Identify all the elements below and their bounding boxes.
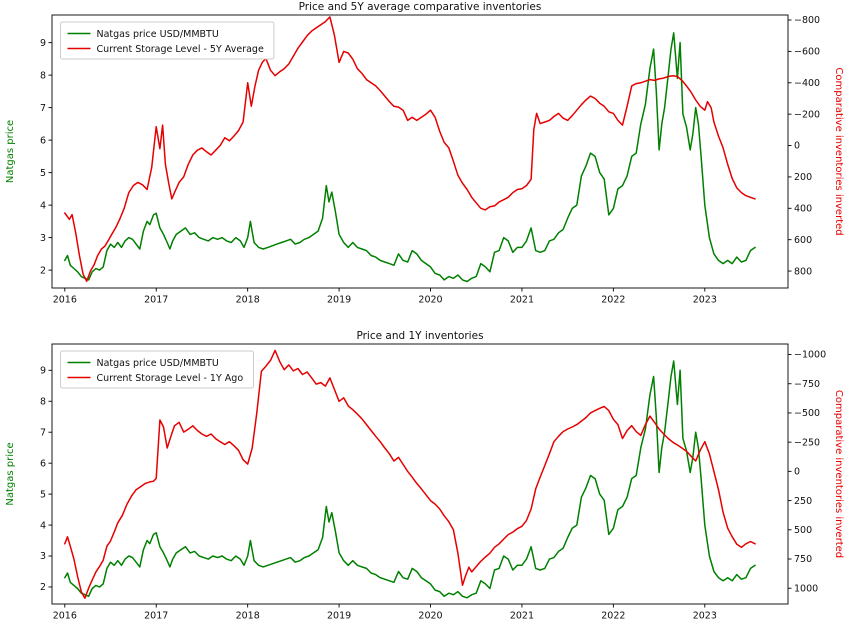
right-y-tick-label: 400 (794, 203, 812, 214)
x-tick-label: 2023 (693, 295, 717, 306)
right-y-tick-label: 200 (794, 172, 812, 183)
x-tick-label: 2023 (693, 611, 717, 622)
bottom-chart-price-vs-1y-inventories: Price and 1Y inventories 2016 2017 2018 2019… (0, 316, 845, 643)
right-axis-label: Comparative inventories inverted (833, 390, 844, 558)
x-tick-label: 2017 (144, 295, 168, 306)
right-y-tick-label: 0 (794, 467, 800, 478)
x-tick-label: 2016 (53, 295, 77, 306)
right-y-tick-label: 500 (794, 525, 812, 536)
series-line-natgas_price (64, 360, 756, 599)
x-tick-label: 2020 (418, 295, 442, 306)
series-line-natgas_price (64, 32, 756, 283)
right-y-tick-label: −800 (794, 15, 820, 26)
right-axis-label: Comparative inventories inverted (833, 67, 844, 235)
x-tick-label: 2018 (236, 611, 260, 622)
legend-box (60, 21, 275, 60)
legend-box (60, 350, 254, 389)
left-y-tick-label: 9 (40, 38, 46, 49)
left-axis-label: Natgas price (5, 120, 16, 183)
right-y-tick-label: 600 (794, 235, 812, 246)
left-y-tick-label: 4 (40, 520, 46, 531)
left-y-tick-label: 2 (40, 582, 46, 593)
left-y-tick-label: 8 (40, 70, 46, 81)
left-y-tick-label: 5 (40, 168, 46, 179)
left-y-tick-label: 3 (40, 551, 46, 562)
right-y-tick-label: 750 (794, 554, 812, 565)
legend-label: Current Storage Level - 1Y Ago (97, 373, 244, 384)
right-y-tick-label: 250 (794, 496, 812, 507)
left-y-tick-label: 7 (40, 427, 46, 438)
legend-label: Natgas price USD/MMBTU (97, 29, 219, 40)
chart-title: Price and 1Y inventories (356, 330, 483, 342)
right-y-tick-label: 0 (794, 141, 800, 152)
chart-canvas-1: Price and 1Y inventories 2016 2017 2018 2019… (5, 330, 844, 622)
x-tick-label: 2021 (510, 295, 534, 306)
right-y-tick-label: −600 (794, 47, 820, 58)
right-y-tick-label: 800 (794, 266, 812, 277)
left-y-tick-label: 4 (40, 200, 46, 211)
x-tick-label: 2017 (144, 611, 168, 622)
left-y-tick-label: 7 (40, 103, 46, 114)
series-line-storage_minus_1y (64, 349, 756, 599)
chart-title: Price and 5Y average comparative invento… (299, 1, 542, 13)
left-y-tick-label: 5 (40, 489, 46, 500)
legend-label: Natgas price USD/MMBTU (97, 358, 219, 369)
left-axis-label: Natgas price (5, 442, 16, 505)
chart-canvas-0: Price and 5Y average comparative invento… (5, 1, 844, 306)
left-y-tick-label: 6 (40, 458, 46, 469)
legend-label: Current Storage Level - 5Y Average (97, 44, 264, 55)
right-y-tick-label: 1000 (794, 583, 818, 594)
x-tick-label: 2018 (236, 295, 260, 306)
left-y-tick-label: 2 (40, 265, 46, 276)
top-chart-price-vs-5y-inventories: Price and 5Y average comparative invento… (0, 0, 845, 316)
x-tick-label: 2019 (327, 611, 351, 622)
right-y-tick-label: −250 (794, 437, 820, 448)
x-tick-label: 2021 (510, 611, 534, 622)
series-line-storage_minus_5y (64, 16, 756, 283)
x-tick-label: 2016 (53, 611, 77, 622)
left-y-tick-label: 8 (40, 396, 46, 407)
left-y-tick-label: 6 (40, 135, 46, 146)
right-y-tick-label: −400 (794, 78, 820, 89)
x-tick-label: 2019 (327, 295, 351, 306)
plot-frame (51, 343, 789, 605)
plot-frame (51, 14, 789, 289)
left-y-tick-label: 9 (40, 366, 46, 377)
right-y-tick-label: −200 (794, 109, 820, 120)
x-tick-label: 2020 (418, 611, 442, 622)
x-tick-label: 2022 (601, 611, 625, 622)
right-y-tick-label: −750 (794, 379, 820, 390)
right-y-tick-label: −1000 (794, 350, 826, 361)
x-tick-label: 2022 (601, 295, 625, 306)
right-y-tick-label: −500 (794, 408, 820, 419)
left-y-tick-label: 3 (40, 233, 46, 244)
